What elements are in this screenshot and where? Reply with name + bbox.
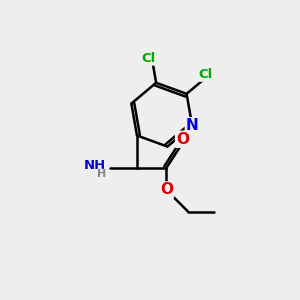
Text: O: O [176, 132, 189, 147]
Text: N: N [186, 118, 199, 133]
Text: H: H [97, 169, 106, 179]
Text: Cl: Cl [142, 52, 156, 64]
Text: O: O [160, 182, 173, 197]
Text: Cl: Cl [199, 68, 213, 81]
Text: NH: NH [84, 159, 106, 172]
